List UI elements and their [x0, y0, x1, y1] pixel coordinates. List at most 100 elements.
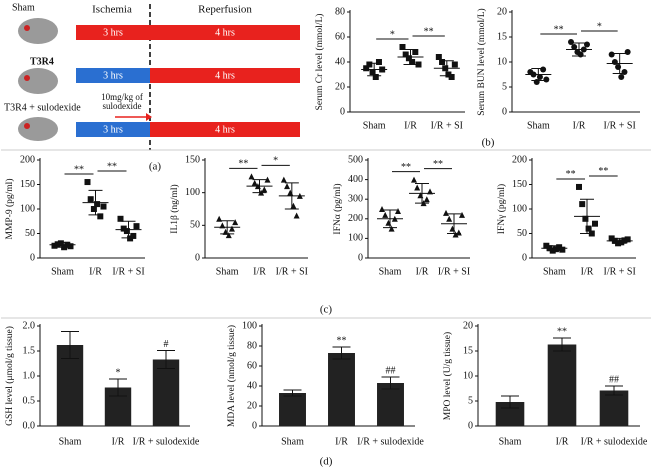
row-label: Sham [12, 2, 35, 13]
point [130, 232, 137, 239]
point [225, 232, 232, 239]
y-tick-label: 0 [358, 252, 363, 263]
point [585, 225, 592, 232]
point [556, 244, 563, 251]
point [568, 39, 574, 45]
point [379, 206, 385, 212]
y-axis-label: MDA level (nmol/g tissue) [226, 325, 237, 427]
error-bar [88, 189, 103, 216]
x-tick-label: I/R + sulodexide [581, 436, 648, 447]
y-tick-label: 10 [463, 370, 473, 381]
point [423, 196, 430, 203]
point [51, 242, 58, 249]
bar [328, 353, 355, 426]
duration: 4 hrs [215, 70, 235, 81]
point [543, 76, 550, 83]
point [621, 69, 628, 75]
point [611, 59, 618, 65]
x-tick-label: I/R [112, 436, 125, 447]
ischemia-bar [76, 25, 150, 40]
error-bar [61, 331, 79, 359]
point [446, 215, 453, 222]
x-tick-label: I/R + SI [431, 120, 463, 131]
point [87, 196, 94, 203]
significance-label: * [273, 156, 278, 167]
mouse [18, 18, 58, 44]
error-bar [553, 337, 571, 352]
point [445, 71, 452, 78]
x-tick-label: I/R + SI [276, 266, 308, 277]
panel-label: (a) [149, 161, 162, 173]
point [543, 242, 550, 249]
y-tick-label: 500 [348, 154, 363, 165]
y-tick-label: 0 [468, 420, 473, 431]
note: 10mg/kg of [101, 92, 143, 102]
point [261, 186, 268, 193]
header: Ischemia [92, 4, 132, 16]
point [67, 243, 74, 250]
duration: 3 hrs [103, 70, 123, 81]
significance-label: ## [609, 374, 619, 385]
y-axis-label: IL1β (ng/ml) [169, 184, 180, 233]
panel-label: (b) [482, 137, 495, 149]
point [439, 59, 446, 65]
y-tick-label: 60 [247, 360, 257, 371]
mouse-icons [18, 18, 58, 141]
point [452, 231, 459, 238]
point [402, 51, 409, 58]
row-label: T3R4 + sulodexide [4, 102, 81, 113]
reperfusion-bar [150, 68, 300, 83]
point [559, 246, 566, 253]
point [576, 183, 582, 190]
point [443, 209, 449, 216]
point [232, 219, 239, 226]
y-tick-label: 150 [512, 179, 527, 190]
point [584, 41, 590, 48]
significance-label: ** [566, 169, 576, 180]
error-bar [109, 378, 127, 397]
significance-label: ** [107, 161, 117, 172]
significance-label: * [116, 367, 121, 378]
point [290, 202, 297, 209]
point [415, 61, 422, 68]
y-tick-label: 20 [463, 320, 473, 331]
significance-label: * [597, 21, 602, 32]
point [618, 239, 625, 246]
error-bar [547, 245, 562, 252]
y-tick-label: 60 [335, 31, 345, 42]
y-tick-label: 50 [517, 228, 527, 239]
axis [367, 158, 470, 259]
y-tick-label: 0.5 [23, 395, 36, 406]
significance-label: ** [554, 24, 564, 35]
significance-label: ** [337, 335, 347, 346]
x-tick-label: I/R + SI [438, 266, 470, 277]
point [552, 246, 559, 253]
point [284, 183, 291, 190]
arrow-head [146, 113, 152, 121]
duration: 4 hrs [215, 27, 235, 38]
x-tick-label: Sham [216, 266, 239, 277]
error-bar [439, 60, 454, 77]
y-tick-label: 50 [25, 228, 35, 239]
axis [511, 10, 640, 113]
x-tick-label: I/R + SI [604, 120, 636, 131]
duration: 4 hrs [215, 124, 235, 135]
y-tick-label: 0 [340, 106, 345, 117]
x-tick-label: I/R [416, 266, 429, 277]
y-axis-label: IFNα (pg/ml) [332, 183, 343, 234]
point [248, 173, 255, 180]
y-axis-label: Serum Cr level (mmol/L) [314, 14, 325, 111]
error-bar [367, 62, 382, 77]
point [409, 59, 416, 65]
x-tick-label: I/R [253, 266, 266, 277]
point [459, 211, 465, 218]
x-tick-label: Sham [51, 266, 74, 277]
x-tick-label: I/R [335, 436, 348, 447]
error-bar [220, 220, 235, 235]
y-tick-label: 2.0 [23, 320, 36, 331]
y-tick-label: 80 [247, 340, 257, 351]
point [228, 225, 235, 232]
duration: 3 hrs [103, 124, 123, 135]
error-bar [501, 395, 519, 409]
